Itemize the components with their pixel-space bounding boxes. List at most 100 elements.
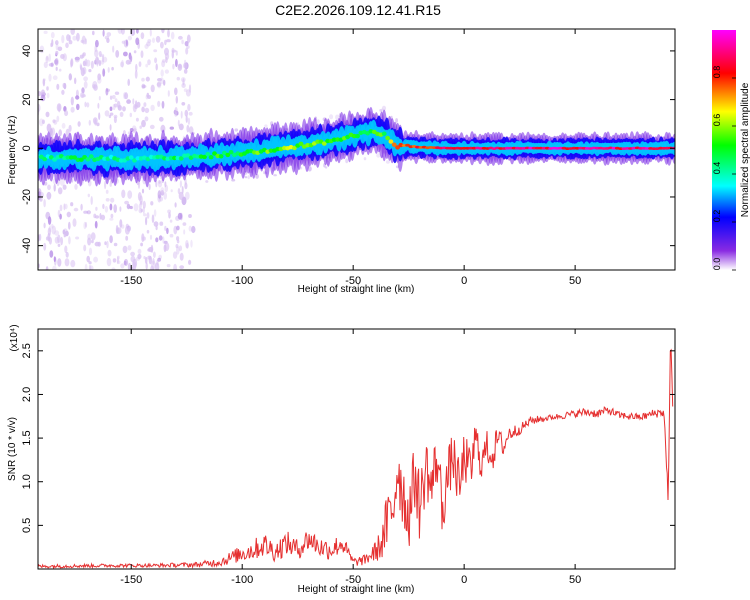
trace-core [128, 155, 134, 160]
noise-speckle [80, 203, 83, 211]
noise-speckle [47, 184, 51, 191]
noise-speckle [48, 63, 54, 67]
spectrogram-marks [38, 29, 675, 270]
noise-speckle [80, 64, 83, 71]
noise-speckle [159, 221, 164, 226]
noise-speckle [111, 267, 116, 270]
noise-speckle [50, 127, 56, 136]
trace-core [195, 154, 201, 159]
y-tick-label: 2.5 [21, 343, 33, 358]
noise-speckle [147, 95, 152, 99]
noise-speckle [149, 234, 153, 240]
noise-speckle [109, 182, 112, 187]
noise-speckle [316, 119, 320, 124]
noise-speckle [167, 29, 170, 38]
noise-speckle [127, 35, 132, 41]
noise-speckle [59, 213, 62, 220]
noise-speckle [146, 41, 151, 47]
noise-speckle [107, 249, 112, 257]
noise-speckle [66, 34, 71, 42]
noise-speckle [129, 55, 133, 62]
noise-speckle [175, 244, 179, 249]
trace-core [118, 158, 124, 163]
noise-speckle [87, 237, 92, 246]
noise-speckle [150, 265, 154, 270]
noise-speckle [167, 209, 172, 214]
noise-speckle [159, 116, 164, 122]
noise-speckle [155, 63, 158, 71]
noise-speckle [143, 213, 147, 217]
noise-speckle [80, 39, 85, 44]
noise-speckle [234, 128, 239, 132]
snr-frame [37, 328, 676, 570]
noise-speckle [169, 126, 174, 130]
noise-speckle [96, 122, 100, 127]
noise-speckle [139, 125, 142, 129]
noise-speckle [141, 119, 146, 128]
noise-speckle [102, 29, 105, 37]
y-tick-label: -40 [21, 238, 33, 254]
noise-speckle [188, 84, 192, 93]
noise-speckle [64, 258, 70, 267]
noise-speckle [379, 109, 382, 112]
noise-speckle [151, 214, 155, 223]
noise-speckle [141, 188, 145, 194]
trace-core [38, 154, 44, 159]
noise-speckle [51, 223, 54, 229]
noise-speckle [116, 227, 120, 235]
noise-speckle [247, 175, 250, 180]
spectrogram-y-ticks: -40 -20 0 20 40 [21, 45, 675, 254]
noise-speckle [58, 68, 62, 72]
noise-speckle [109, 95, 113, 100]
snr-series-line [38, 348, 674, 569]
figure-title: C2E2.2026.109.12.41.R15 [275, 2, 441, 18]
trace-core [325, 138, 330, 144]
noise-speckle [186, 124, 190, 133]
noise-speckle [244, 176, 248, 179]
trace-core [268, 148, 274, 153]
noise-speckle [113, 242, 118, 247]
noise-speckle [166, 227, 169, 235]
noise-speckle [181, 186, 184, 194]
noise-speckle [176, 236, 180, 241]
noise-speckle [43, 242, 47, 251]
trace-core [185, 153, 191, 158]
noise-speckle [205, 180, 209, 183]
noise-speckle [181, 39, 184, 45]
noise-speckle [59, 204, 63, 212]
noise-speckle [88, 261, 92, 265]
noise-speckle [83, 81, 88, 89]
noise-speckle [58, 104, 61, 113]
noise-speckle [188, 111, 193, 116]
noise-speckle [141, 85, 147, 88]
snr-x-label: Height of straight line (km) [298, 584, 415, 595]
noise-speckle [174, 87, 178, 96]
noise-speckle [55, 50, 59, 56]
trace-core [85, 157, 91, 162]
noise-speckle [124, 226, 130, 235]
trace-core [78, 157, 84, 162]
trace-core [178, 156, 184, 161]
noise-speckle [164, 69, 169, 74]
noise-speckle [94, 241, 100, 247]
noise-speckle [57, 187, 63, 195]
noise-speckle [157, 190, 162, 199]
noise-speckle [50, 31, 55, 39]
noise-speckle [115, 50, 120, 58]
noise-speckle [164, 47, 169, 56]
noise-speckle [86, 255, 90, 263]
noise-speckle [153, 209, 157, 217]
noise-speckle [87, 233, 92, 241]
noise-speckle [147, 255, 152, 260]
noise-speckle [80, 92, 85, 99]
noise-speckle [90, 232, 96, 241]
x-tick-label: -150 [120, 574, 142, 586]
noise-speckle [127, 190, 133, 199]
noise-speckle [395, 118, 398, 123]
noise-speckle [180, 110, 183, 119]
noise-speckle [140, 242, 144, 247]
noise-speckle [138, 61, 142, 67]
noise-speckle [127, 78, 130, 86]
noise-speckle [132, 98, 135, 105]
noise-speckle [126, 203, 131, 210]
